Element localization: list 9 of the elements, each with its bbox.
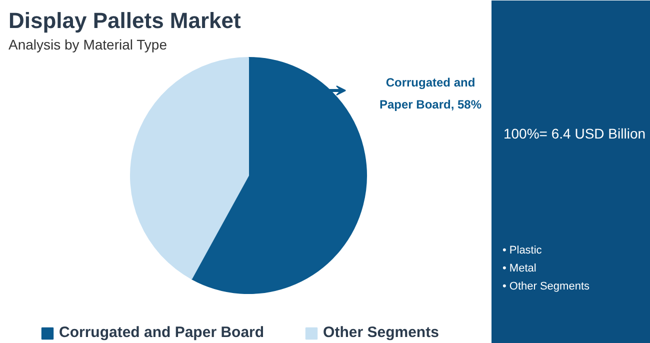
- text: • Plastic: [502, 244, 542, 256]
- text: 100%= 6.4 USD Billion: [503, 126, 646, 142]
- chart-subtitle: Analysis by Material Type: [8, 36, 168, 52]
- chart-title: Display Pallets Market: [8, 8, 242, 33]
- text: • Metal: [502, 262, 536, 274]
- legend-label: Corrugated and Paper Board: [59, 324, 264, 341]
- text: • Other Segments: [502, 280, 590, 292]
- data-label: Corrugated and Paper Board, 58%: [379, 75, 482, 112]
- legend-label: Other Segments: [323, 324, 439, 341]
